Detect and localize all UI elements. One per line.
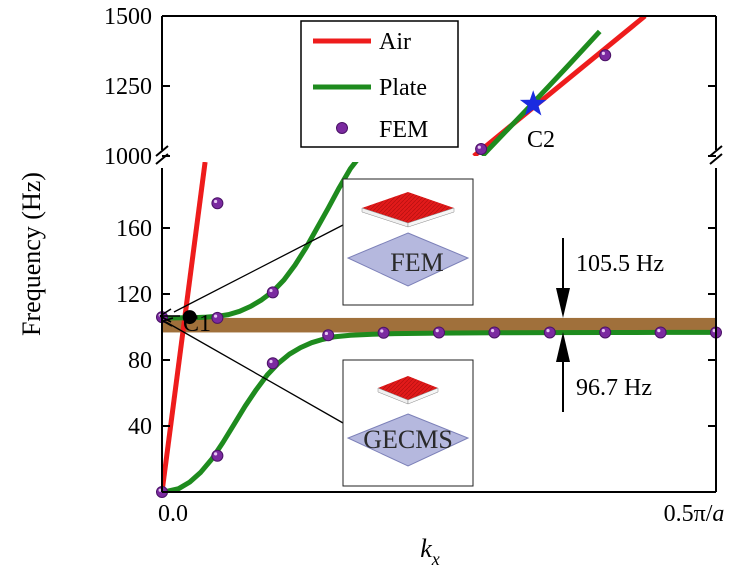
y-tick-label: 80: [128, 348, 152, 374]
c2-label: C2: [527, 127, 555, 153]
fem-point-highlight: [269, 359, 273, 364]
fem-point: [211, 311, 224, 324]
series-plate-segment-2: [480, 29, 602, 156]
fem-point-highlight: [601, 51, 606, 56]
fem-point-highlight: [491, 329, 495, 333]
fem-point: [377, 326, 390, 339]
fem-point-highlight: [324, 331, 328, 336]
fem-point: [488, 326, 501, 339]
y-tick-label: 120: [116, 282, 152, 308]
point-c2: [519, 90, 547, 116]
fem-point-highlight: [477, 145, 481, 149]
inset-fem-label: FEM: [390, 248, 443, 277]
axis-ticks: [161, 15, 717, 492]
fem-point-highlight: [546, 329, 550, 333]
x-axis-title: kx: [420, 534, 440, 569]
fem-point: [211, 197, 224, 210]
fem-point: [599, 49, 612, 62]
legend-label-fem: FEM: [379, 117, 428, 143]
fem-point-highlight: [601, 329, 606, 333]
fem-point: [654, 326, 667, 339]
fem-point-highlight: [214, 452, 218, 456]
y-tick-label: 1500: [104, 4, 152, 30]
band-edge-arrows: [556, 238, 570, 412]
fem-point-highlight: [158, 488, 162, 492]
fem-points: [156, 49, 722, 498]
band-top-annotation: 105.5 Hz: [576, 251, 664, 277]
fem-point-highlight: [214, 199, 218, 204]
series-plate-segment-1: [162, 162, 359, 321]
legend: Air Plate FEM: [300, 20, 459, 148]
inset-pointer-lines: [159, 224, 344, 424]
legend-label-plate: Plate: [379, 75, 427, 101]
y-tick-label: 160: [116, 216, 152, 242]
fem-point: [599, 326, 612, 339]
axis-break-marks: [155, 145, 723, 165]
fem-point-highlight: [657, 329, 661, 333]
points-of-interest: [182, 90, 547, 325]
y-tick-label: 1000: [104, 144, 152, 170]
fem-point-highlight: [214, 314, 218, 318]
fem-point: [322, 329, 335, 342]
inset-gecms: GECMS: [342, 359, 474, 487]
inset-fem-plate-base: [346, 232, 470, 287]
y-axis-title: Frequency (Hz): [17, 172, 46, 336]
fem-point-highlight: [435, 329, 439, 333]
fem-point: [211, 449, 224, 462]
curves-upper: [472, 16, 647, 156]
band-gap: [162, 317, 716, 333]
c1-label: C1: [183, 311, 211, 337]
inset-gecms-plate-base: [346, 413, 470, 467]
point-c1: [182, 310, 197, 325]
y-tick-label: 1250: [104, 74, 152, 100]
series-plate-segment-0: [162, 329, 716, 492]
fem-point: [433, 326, 445, 339]
axes-frame: [161, 15, 717, 493]
fem-point: [266, 286, 279, 299]
x-tick-label-end: 0.5π/a: [664, 501, 725, 527]
y-tick-labels: 40 80 120 160 1000 1250 1500: [104, 4, 152, 440]
fem-point: [266, 357, 279, 370]
legend-marker-fem: [336, 122, 348, 134]
fem-point-highlight: [380, 329, 384, 333]
x-tick-label-start: 0.0: [158, 501, 188, 527]
legend-label-air: Air: [379, 29, 411, 55]
inset-fem: FEM: [342, 178, 474, 306]
inset-gecms-label: GECMS: [363, 425, 453, 454]
series-air-segment-0: [162, 162, 208, 492]
fem-point-highlight: [269, 288, 273, 293]
band-bottom-annotation: 96.7 Hz: [576, 375, 652, 401]
y-tick-label: 40: [128, 414, 152, 440]
fem-point: [475, 143, 488, 155]
fem-point: [543, 326, 556, 339]
